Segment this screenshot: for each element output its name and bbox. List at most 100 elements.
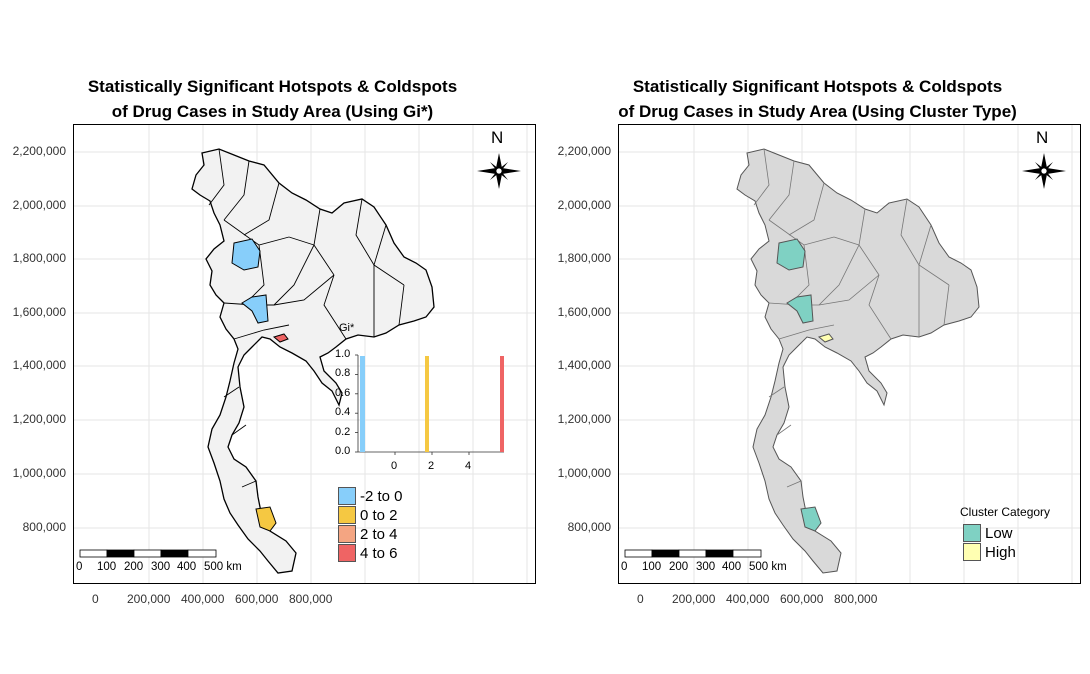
hist-title: Gi* [339, 322, 355, 334]
legend-item: 2 to 4 [338, 525, 398, 543]
right-province-low-south [800, 506, 822, 532]
left-province-borders [208, 148, 405, 488]
left-map-panel: Statistically Significant Hotspots & Col… [12, 77, 536, 606]
left-ytick: 1,600,000 [12, 305, 66, 319]
right-scale-label: 0 [621, 561, 628, 573]
legend-label: Low [985, 524, 1013, 542]
scale-bar [624, 549, 762, 558]
right-map-svg [619, 125, 1080, 583]
right-ytick: 2,000,000 [557, 198, 611, 212]
left-map-svg [74, 125, 535, 583]
right-ytick: 2,200,000 [557, 144, 611, 158]
left-country-shape [191, 148, 435, 574]
north-arrow-icon [477, 153, 521, 189]
right-scale-label: 200 [669, 561, 689, 573]
hist-bar-high [500, 356, 504, 452]
right-scale-label: 300 [696, 561, 716, 573]
right-ytick: 1,000,000 [557, 466, 611, 480]
left-scale-label: 200 [124, 561, 144, 573]
left-province-coldspot-central [241, 294, 269, 324]
left-xtick: 200,000 [127, 592, 171, 606]
right-xtick: 200,000 [672, 592, 716, 606]
right-country-shape [736, 148, 980, 574]
left-map-frame [73, 124, 536, 584]
legend-swatch [338, 525, 356, 543]
legend-item: High [963, 543, 1016, 561]
legend-item: Low [963, 524, 1013, 542]
hist-ytick: 0.8 [335, 367, 351, 379]
right-ytick: 1,800,000 [557, 251, 611, 265]
right-ytick: 1,400,000 [557, 358, 611, 372]
left-xtick: 400,000 [181, 592, 225, 606]
legend-swatch [963, 543, 981, 561]
left-province-hotspot-bangkok [272, 333, 289, 343]
right-scale-label: 100 [642, 561, 662, 573]
hist-ytick: 0.4 [335, 406, 351, 418]
hist-xtick: 0 [391, 460, 398, 472]
left-title-line1: Statistically Significant Hotspots & Col… [87, 77, 458, 96]
hist-ytick: 0.0 [335, 445, 351, 457]
right-map-frame [618, 124, 1081, 584]
hist-xtick: 2 [428, 460, 435, 472]
left-xtick: 600,000 [235, 592, 279, 606]
right-north-label: N [1036, 128, 1049, 147]
right-xtick: 800,000 [834, 592, 878, 606]
right-province-borders [753, 148, 950, 488]
left-ytick: 1,000,000 [12, 466, 66, 480]
left-north-label: N [491, 128, 504, 147]
right-title-line1: Statistically Significant Hotspots & Col… [632, 77, 1003, 96]
right-scale-label: 500 km [749, 561, 787, 573]
right-xtick: 600,000 [780, 592, 824, 606]
right-province-low-central [786, 294, 814, 324]
hist-bar-negative [360, 356, 365, 452]
right-province-high-bangkok [817, 333, 834, 343]
right-scale-label: 400 [722, 561, 742, 573]
gi-histogram [355, 354, 504, 455]
legend-label: High [985, 543, 1016, 561]
left-ytick: 1,400,000 [12, 358, 66, 372]
left-scale-label: 500 km [204, 561, 242, 573]
right-xtick: 400,000 [726, 592, 770, 606]
legend-swatch [338, 506, 356, 524]
left-province-coldspot-north [231, 238, 261, 271]
legend-label: 0 to 2 [360, 506, 398, 524]
hist-ytick: 0.2 [335, 426, 351, 438]
legend-swatch [338, 544, 356, 562]
left-scale-label: 0 [76, 561, 83, 573]
left-title-line2: of Drug Cases in Study Area (Using Gi*) [111, 102, 434, 121]
left-province-hotspot-south [255, 506, 277, 532]
left-xtick: 800,000 [289, 592, 333, 606]
hist-ytick: 0.6 [335, 387, 351, 399]
right-title-line2: of Drug Cases in Study Area (Using Clust… [618, 102, 1017, 121]
legend-swatch [963, 524, 981, 542]
left-scale-label: 400 [177, 561, 197, 573]
legend-label: 4 to 6 [360, 544, 398, 562]
right-xtick: 0 [637, 592, 644, 606]
left-ytick: 800,000 [22, 520, 66, 534]
right-ytick: 800,000 [567, 520, 611, 534]
right-ytick: 1,600,000 [557, 305, 611, 319]
hist-xtick: 4 [465, 460, 472, 472]
left-ytick: 1,200,000 [12, 412, 66, 426]
left-ytick: 2,000,000 [12, 198, 66, 212]
right-ytick: 1,200,000 [557, 412, 611, 426]
hist-bar-low [425, 356, 429, 452]
left-xtick: 0 [92, 592, 99, 606]
right-province-low-north [776, 238, 806, 271]
legend-swatch [338, 487, 356, 505]
legend-item: -2 to 0 [338, 487, 403, 505]
hist-ytick: 1.0 [335, 348, 351, 360]
left-ytick: 1,800,000 [12, 251, 66, 265]
left-scale-label: 100 [97, 561, 117, 573]
scale-bar [79, 549, 217, 558]
legend-label: 2 to 4 [360, 525, 398, 543]
north-arrow-icon [1022, 153, 1066, 189]
right-gridlines [619, 125, 1080, 583]
legend-label: -2 to 0 [360, 487, 403, 505]
right-map-panel: Statistically Significant Hotspots & Col… [545, 0, 1090, 674]
legend-item: 0 to 2 [338, 506, 398, 524]
left-ytick: 2,200,000 [12, 144, 66, 158]
legend-item: 4 to 6 [338, 544, 398, 562]
left-scale-label: 300 [151, 561, 171, 573]
cluster-legend-title: Cluster Category [960, 505, 1051, 519]
